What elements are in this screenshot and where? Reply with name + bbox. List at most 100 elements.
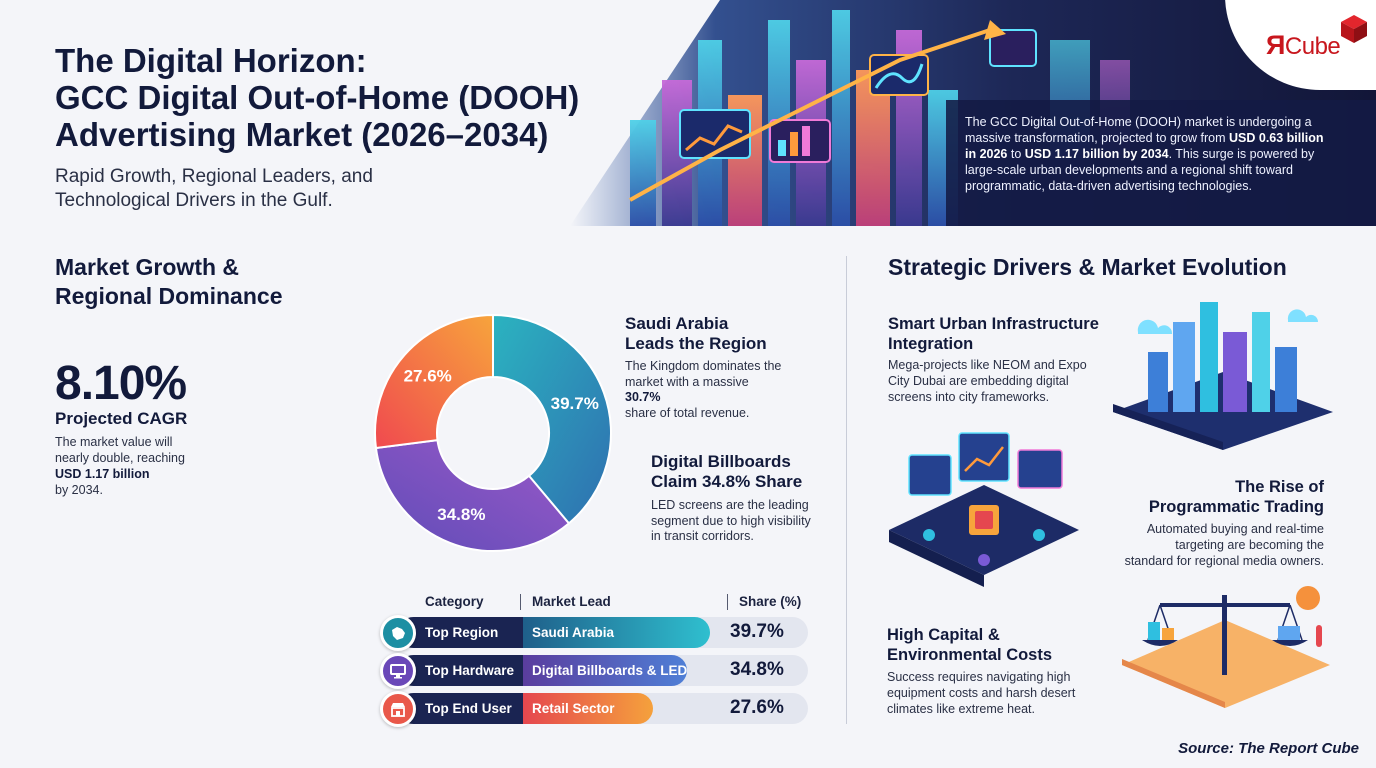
billboards-callout-title: Digital Billboards Claim 34.8% Share xyxy=(651,452,802,492)
saudi-desc-bold: 30.7% xyxy=(625,390,661,404)
summary-part-3: . This surge is powered by large-scale u… xyxy=(965,147,1315,193)
row-category-cell xyxy=(398,693,523,724)
table-row: Top Region Saudi Arabia 39.7% xyxy=(380,615,810,651)
driver-desc-programmatic: Automated buying and real-time targeting… xyxy=(1090,521,1324,569)
report-cube-logo: ЯCube xyxy=(1266,30,1341,61)
share-bar xyxy=(523,693,653,724)
table-header-share: Share (%) xyxy=(739,594,802,609)
share-bar xyxy=(523,617,710,648)
hero-city-illustration xyxy=(570,0,1376,226)
driver-1-title-line-2: Integration xyxy=(888,335,974,353)
driver-title-smart-urban: Smart Urban Infrastructure Integration xyxy=(888,314,1099,354)
cagr-label: Projected CAGR xyxy=(55,409,188,428)
subtitle-line-2: Technological Drivers in the Gulf. xyxy=(55,190,333,211)
driver-desc-smart-urban: Mega-projects like NEOM and Expo City Du… xyxy=(888,357,1087,405)
driver-2-desc-line-1: Automated buying and real-time xyxy=(1146,522,1324,536)
monitor-icon xyxy=(390,664,406,679)
title-line-2: GCC Digital Out-of-Home (DOOH) xyxy=(55,79,580,116)
driver-2-title-line-1: The Rise of xyxy=(1235,478,1324,496)
saudi-callout-title-line-1: Saudi Arabia xyxy=(625,314,729,333)
driver-1-desc-line-3: screens into city frameworks. xyxy=(888,390,1050,404)
cagr-desc-line-3: USD 1.17 billion by 2034. xyxy=(55,466,225,498)
row-category: Top Hardware xyxy=(425,663,515,678)
page-subtitle: Rapid Growth, Regional Leaders, and Tech… xyxy=(55,165,455,213)
cagr-value: 8.10% xyxy=(55,357,187,410)
saudi-desc-line-3: share of total revenue. xyxy=(625,405,750,420)
cagr-description: The market value will nearly double, rea… xyxy=(55,434,225,498)
table-header-separator xyxy=(727,594,728,610)
storefront-icon xyxy=(391,703,405,717)
summary-bold-2: USD 1.17 billion by 2034 xyxy=(1024,147,1169,161)
table-row: Top End User Retail Sector 27.6% xyxy=(380,691,810,727)
cagr-desc-bold: USD 1.17 billion xyxy=(55,467,150,481)
row-icon-badge xyxy=(380,653,416,689)
market-growth-heading-line-2: Regional Dominance xyxy=(55,283,283,309)
driver-title-capital-costs: High Capital & Environmental Costs xyxy=(887,625,1052,665)
saudi-callout-description: The Kingdom dominates the market with a … xyxy=(625,359,781,421)
row-market-lead: Saudi Arabia xyxy=(532,625,615,640)
row-category: Top Region xyxy=(425,625,499,640)
billboards-callout-description: LED screens are the leading segment due … xyxy=(651,498,811,545)
market-growth-heading-line-1: Market Growth & xyxy=(55,254,240,280)
row-icon-badge xyxy=(380,691,416,727)
saudi-callout-title: Saudi Arabia Leads the Region xyxy=(625,314,767,354)
saudi-desc-line-1: The Kingdom dominates the xyxy=(625,359,782,373)
row-category-cell xyxy=(398,617,523,648)
cagr-desc-line-2: nearly double, reaching xyxy=(55,451,185,465)
driver-desc-capital-costs: Success requires navigating high equipme… xyxy=(887,669,1075,717)
cagr-desc-line-1: The market value will xyxy=(55,435,173,449)
table-header-category: Category xyxy=(425,594,484,609)
billboards-callout-title-line-2: Claim 34.8% Share xyxy=(651,472,803,491)
market-growth-heading: Market Growth & Regional Dominance xyxy=(55,253,282,311)
page-title: The Digital Horizon: GCC Digital Out-of-… xyxy=(55,42,645,153)
driver-3-title-line-1: High Capital & xyxy=(887,626,1000,644)
driver-3-desc-line-2: equipment costs and harsh desert xyxy=(887,686,1076,700)
saudi-callout-title-line-2: Leads the Region xyxy=(625,334,767,353)
row-share: 27.6% xyxy=(730,697,784,718)
title-line-3: Advertising Market (2026–2034) xyxy=(55,116,549,153)
driver-1-desc-line-2: City Dubai are embedding digital xyxy=(888,374,1069,388)
row-market-lead: Retail Sector xyxy=(532,701,615,716)
saudi-desc-line-2: market with a massive 30.7% xyxy=(625,375,781,406)
driver-3-title-line-2: Environmental Costs xyxy=(887,646,1053,664)
donut-data-label: 27.6% xyxy=(404,367,452,386)
billboards-desc-line-2: segment due to high visibility xyxy=(651,513,811,528)
row-category: Top End User xyxy=(425,701,512,716)
row-market-lead: Digital Billboards & LED xyxy=(532,663,688,678)
logo-r: Я xyxy=(1266,30,1285,60)
programmatic-platform-icon xyxy=(889,432,1079,587)
driver-2-desc-line-2: targeting are becoming the xyxy=(1175,538,1324,552)
table-header-market-lead: Market Lead xyxy=(532,594,611,609)
donut-segment-digital-billboards xyxy=(374,439,571,552)
table-header-separator xyxy=(520,594,521,610)
market-summary: The GCC Digital Out-of-Home (DOOH) marke… xyxy=(965,114,1330,194)
summary-bold-1: USD 0.63 billion in 2026 xyxy=(965,131,1324,161)
share-donut-chart: 39.7% 34.8% 27.6% xyxy=(374,313,612,552)
logo-cube: Cube xyxy=(1284,33,1341,60)
donut-segments xyxy=(374,313,612,552)
smart-city-icon xyxy=(1113,302,1333,450)
billboards-desc-line-1: LED screens are the leading xyxy=(651,498,809,512)
row-category-cell xyxy=(398,655,523,686)
cube-icon xyxy=(1341,15,1367,43)
row-share: 39.7% xyxy=(730,621,784,642)
driver-1-desc-line-1: Mega-projects like NEOM and Expo xyxy=(888,358,1087,372)
strategic-drivers-heading: Strategic Drivers & Market Evolution xyxy=(888,254,1287,280)
balance-scale-icon xyxy=(1122,586,1330,708)
table-row: Top Hardware Digital Billboards & LED 34… xyxy=(380,653,810,689)
donut-data-label: 39.7% xyxy=(551,394,599,413)
source-credit: Source: The Report Cube xyxy=(1178,740,1359,757)
driver-title-programmatic: The Rise of Programmatic Trading xyxy=(1090,477,1324,517)
summary-part-1: The GCC Digital Out-of-Home (DOOH) marke… xyxy=(965,115,1312,145)
driver-2-desc-line-3: standard for regional media owners. xyxy=(1124,554,1324,568)
section-divider xyxy=(846,256,847,724)
title-line-1: The Digital Horizon: xyxy=(55,42,367,79)
subtitle-line-1: Rapid Growth, Regional Leaders, and xyxy=(55,166,373,187)
billboards-desc-line-3: in transit corridors. xyxy=(651,529,754,543)
cagr-desc-tail: by 2034. xyxy=(55,483,103,497)
row-share: 34.8% xyxy=(730,659,784,680)
donut-labels: 39.7% 34.8% 27.6% xyxy=(404,367,599,525)
share-bar xyxy=(523,655,687,686)
donut-data-label: 34.8% xyxy=(437,505,485,524)
summary-part-2: to xyxy=(1007,147,1025,161)
